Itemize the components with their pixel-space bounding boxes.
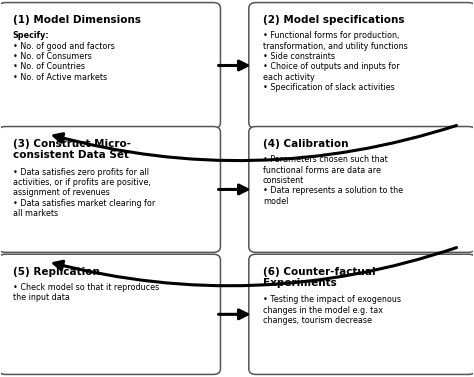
Text: • No. of Countries: • No. of Countries bbox=[12, 63, 84, 72]
Text: Specify:: Specify: bbox=[12, 31, 49, 40]
FancyBboxPatch shape bbox=[249, 3, 474, 129]
FancyBboxPatch shape bbox=[0, 254, 220, 374]
FancyBboxPatch shape bbox=[249, 254, 474, 374]
Text: • Data satisfies zero profits for all: • Data satisfies zero profits for all bbox=[12, 168, 148, 176]
Text: transformation, and utility functions: transformation, and utility functions bbox=[263, 41, 408, 51]
Text: (3) Construct Micro-
consistent Data Set: (3) Construct Micro- consistent Data Set bbox=[12, 139, 130, 160]
Text: (6) Counter-factual
Experiments: (6) Counter-factual Experiments bbox=[263, 267, 375, 288]
Text: • Data satisfies market clearing for: • Data satisfies market clearing for bbox=[12, 199, 155, 208]
Text: each activity: each activity bbox=[263, 73, 315, 82]
Text: • No. of Consumers: • No. of Consumers bbox=[12, 52, 91, 61]
Text: • Parameters chosen such that: • Parameters chosen such that bbox=[263, 155, 388, 164]
Text: • Specification of slack activities: • Specification of slack activities bbox=[263, 83, 395, 92]
Text: (4) Calibration: (4) Calibration bbox=[263, 139, 348, 149]
Text: activities, or if profits are positive,: activities, or if profits are positive, bbox=[12, 178, 150, 187]
Text: consistent: consistent bbox=[263, 176, 304, 185]
Text: • Check model so that it reproduces: • Check model so that it reproduces bbox=[12, 283, 159, 292]
Text: • Side constraints: • Side constraints bbox=[263, 52, 335, 61]
FancyBboxPatch shape bbox=[0, 3, 220, 129]
Text: all markets: all markets bbox=[12, 209, 58, 218]
Text: functional forms are data are: functional forms are data are bbox=[263, 166, 381, 175]
Text: changes, tourism decrease: changes, tourism decrease bbox=[263, 316, 372, 325]
Text: • Data represents a solution to the: • Data represents a solution to the bbox=[263, 187, 403, 195]
Text: • Choice of outputs and inputs for: • Choice of outputs and inputs for bbox=[263, 63, 400, 72]
Text: (1) Model Dimensions: (1) Model Dimensions bbox=[12, 15, 140, 25]
Text: • No. of good and factors: • No. of good and factors bbox=[12, 41, 114, 51]
Text: changes in the model e.g. tax: changes in the model e.g. tax bbox=[263, 306, 383, 315]
Text: • Testing the impact of exogenous: • Testing the impact of exogenous bbox=[263, 295, 401, 304]
Text: (2) Model specifications: (2) Model specifications bbox=[263, 15, 404, 25]
FancyBboxPatch shape bbox=[249, 127, 474, 252]
Text: • No. of Active markets: • No. of Active markets bbox=[12, 73, 107, 82]
Text: the input data: the input data bbox=[12, 293, 69, 302]
Text: model: model bbox=[263, 197, 288, 206]
FancyBboxPatch shape bbox=[0, 127, 220, 252]
Text: • Functional forms for production,: • Functional forms for production, bbox=[263, 31, 400, 40]
Text: (5) Replication: (5) Replication bbox=[12, 267, 100, 277]
Text: assignment of revenues: assignment of revenues bbox=[12, 188, 109, 198]
